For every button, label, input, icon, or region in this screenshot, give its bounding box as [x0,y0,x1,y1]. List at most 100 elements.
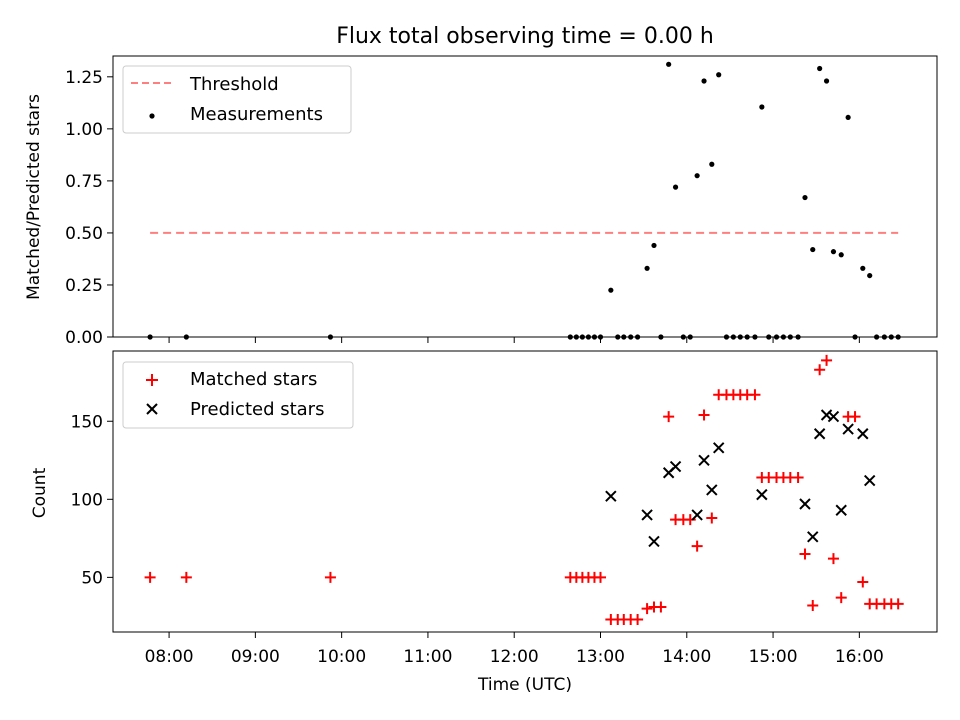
top-panel: 0.00 0.25 0.50 0.75 1.00 1.25 Matched/Predict… [24,55,938,348]
legend-threshold-label: Threshold [189,74,279,95]
matched-star-point [698,409,710,421]
predicted-star-point [605,490,617,502]
measurement-point [830,249,837,255]
xtick-label: 08:00 [145,647,194,667]
bottom-y-ticks: 50 100 150 [71,412,113,588]
measurement-point [823,78,830,84]
top-y-ticks: 0.00 0.25 0.50 0.75 1.00 1.25 [65,68,113,348]
top-ytick-label: 0.50 [65,224,103,244]
top-legend: Threshold Measurements [122,65,352,134]
matched-star-point [835,592,847,604]
matched-star-point [641,603,653,615]
bottom-legend-box [122,361,354,429]
matched-star-point [180,571,192,583]
matched-star-point [857,576,869,588]
predicted-star-point [835,504,847,516]
matched-star-point [792,471,804,483]
matched-star-point [827,553,839,565]
matched-star-point [324,571,336,583]
top-ytick-label: 1.00 [65,120,103,140]
legend-measurements-swatch [149,113,155,119]
matched-star-point [799,548,811,560]
predicted-star-point [813,428,826,440]
measurement-point [694,173,700,179]
xtick-label: 10:00 [317,647,366,667]
bottom-ytick-label: 100 [71,490,103,510]
predicted-star-point [756,488,768,501]
x-axis-label: Time (UTC) [477,675,572,695]
measurement-point [817,65,823,72]
xtick-label: 14:00 [662,647,711,667]
predicted-star-point [641,509,653,521]
predicted-star-point [827,410,840,423]
measurement-point [867,272,873,279]
bottom-x-ticks: 08:00 09:00 10:00 11:00 12:00 13:00 14:00 15:00… [145,632,884,667]
matched-star-point [821,354,833,366]
legend-predicted-swatch [146,403,158,415]
legend-matched-swatch [146,374,158,386]
measurement-point [651,242,657,249]
predicted-star-point [698,454,710,466]
predicted-star-point [799,498,811,510]
predicted-star-point [863,474,876,487]
legend-measurements-label: Measurements [190,104,323,125]
bottom-plot-marks [144,354,904,626]
chart-title: Flux total observing time = 0.00 h [336,24,714,49]
matched-star-point [663,411,675,423]
measurement-point [716,72,722,78]
bottom-legend: Matched stars Predicted stars [122,361,354,429]
predicted-star-point [712,442,725,454]
top-plot-marks [147,61,901,340]
xtick-label: 13:00 [576,647,625,667]
measurement-point [860,265,866,271]
measurement-point [666,61,672,67]
measurement-point [608,287,614,293]
measurement-point [759,104,765,110]
measurement-point [644,265,650,271]
bottom-ytick-label: 150 [71,412,103,432]
measurement-point [838,252,844,258]
measurement-point [802,194,808,201]
matched-star-point [632,614,644,626]
matched-star-point [849,411,861,423]
measurement-point [810,246,816,253]
bottom-y-axis-label: Count [30,467,50,518]
matched-star-point [814,364,826,376]
predicted-star-point [842,423,854,435]
legend-predicted-label: Predicted stars [190,399,324,420]
matched-star-point [807,599,819,611]
top-y-axis-label: Matched/Predicted stars [24,94,44,300]
bottom-panel: 50 100 150 08:00 09:00 10:00 11:00 12:00 13:00 1… [30,350,938,695]
xtick-label: 09:00 [231,647,280,667]
measurement-point [672,184,679,190]
bottom-ytick-label: 50 [81,568,103,588]
xtick-label: 16:00 [835,647,884,667]
bottom-axes-frame [112,350,938,633]
matched-star-point [684,514,696,526]
legend-matched-label: Matched stars [190,369,317,390]
top-legend-box [122,65,352,134]
top-ytick-label: 0.00 [65,328,103,348]
top-ytick-label: 1.25 [65,68,103,88]
predicted-star-point [706,484,718,496]
matched-star-point [655,601,667,613]
xtick-label: 12:00 [490,647,539,667]
matched-star-point [691,540,703,552]
predicted-star-point [820,409,833,421]
predicted-star-point [857,428,869,440]
predicted-star-point [648,535,660,548]
matched-star-point [706,512,718,524]
matched-star-point [749,389,761,401]
top-ytick-label: 0.75 [65,172,103,192]
measurement-point [709,161,715,167]
xtick-label: 11:00 [403,647,452,667]
measurement-point [701,78,707,84]
matched-star-point [892,598,904,610]
top-ytick-label: 0.25 [65,276,103,296]
xtick-label: 15:00 [749,647,798,667]
top-axes-frame [112,55,938,338]
predicted-star-point [691,509,703,521]
measurement-point [845,114,851,121]
predicted-star-point [669,460,682,473]
